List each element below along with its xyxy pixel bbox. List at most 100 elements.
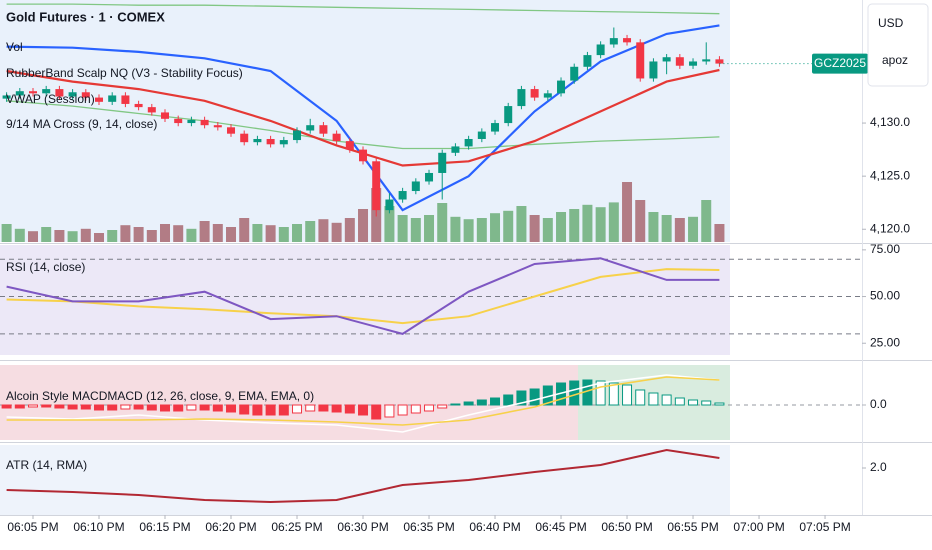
histogram-bar <box>344 404 355 414</box>
indicator-line <box>6 448 720 504</box>
volume-bar <box>410 218 421 242</box>
candle-body <box>715 59 724 64</box>
candle-body <box>609 38 618 45</box>
histogram-bar <box>595 380 606 406</box>
candle-body <box>227 127 236 134</box>
indicator-label[interactable]: Alcoin Style MACDMACD (12, 26, close, 9,… <box>6 389 314 403</box>
candle-body <box>345 141 354 150</box>
indicator-line <box>6 68 720 167</box>
histogram-bar <box>410 404 421 414</box>
histogram-bar <box>714 402 725 406</box>
volume-bar <box>397 215 408 242</box>
candle-body <box>55 89 64 97</box>
x-tick-label: 06:50 PM <box>601 520 652 534</box>
indicator-label[interactable]: RSI (14, close) <box>6 260 85 274</box>
candle-body <box>662 57 671 62</box>
volume-bar <box>463 219 474 242</box>
candle-body <box>81 92 90 98</box>
histogram-bar <box>107 404 118 411</box>
candle-body <box>266 138 275 145</box>
candle-body <box>187 119 196 124</box>
indicator-label[interactable]: VWAP (Session) <box>6 92 95 106</box>
candle-body <box>477 131 486 139</box>
histogram-bar <box>186 404 197 411</box>
candle-body <box>596 44 605 56</box>
indicator-label[interactable]: Vol <box>6 40 23 54</box>
histogram-bar <box>292 404 303 414</box>
labels: Gold Futures · 1 · COMEX Vol RubberBand … <box>6 9 314 472</box>
histogram-bar <box>41 404 52 408</box>
volume-bar <box>252 224 263 242</box>
volume-bar <box>648 212 659 242</box>
volume-bar <box>305 221 316 242</box>
histogram-bar <box>622 384 633 406</box>
histogram-bar <box>14 404 25 409</box>
indicator-label[interactable]: 9/14 MA Cross (9, 14, close) <box>6 117 157 131</box>
histogram-bar <box>252 404 263 416</box>
candle-body <box>200 119 209 126</box>
candle-body <box>253 138 262 143</box>
volume-bar <box>569 209 580 242</box>
candle-body <box>319 125 328 134</box>
y-tick-label: 4,120.0 <box>870 221 910 235</box>
volume-bar <box>54 230 65 242</box>
indicator-line <box>6 374 720 433</box>
volume-bar <box>212 224 223 242</box>
histogram-bar <box>318 404 329 412</box>
candle-body <box>649 61 658 79</box>
user-label[interactable]: apoz <box>882 53 908 67</box>
volume-bar <box>529 215 540 242</box>
candle-body <box>279 140 288 145</box>
volume-bar <box>80 228 91 242</box>
candle-body <box>451 146 460 153</box>
volume-bar <box>14 228 25 242</box>
volume-bar <box>28 231 39 242</box>
candle-body <box>306 125 315 131</box>
candle-body <box>293 130 302 141</box>
histogram-bar <box>80 404 91 410</box>
volume-bar <box>424 215 435 242</box>
volume-bar <box>714 224 725 242</box>
volume-bar <box>450 216 461 242</box>
candle-body <box>689 61 698 66</box>
y-tick-label: 4,130.0 <box>870 115 910 129</box>
y-tick-label: 2.0 <box>870 460 887 474</box>
x-tick-label: 06:05 PM <box>7 520 58 534</box>
volume-bar <box>292 224 303 242</box>
histogram-bar <box>133 404 144 410</box>
volume-bar <box>331 222 342 242</box>
histogram-bar <box>450 403 461 406</box>
indicator-label[interactable]: ATR (14, RMA) <box>6 458 87 472</box>
candle-body <box>213 125 222 128</box>
candle-body <box>29 91 38 94</box>
histogram-bar <box>529 388 540 406</box>
histogram-bar <box>424 404 435 412</box>
indicator-line <box>6 24 720 212</box>
candle-body <box>68 92 77 97</box>
volume-bar <box>674 218 685 242</box>
histogram-bar <box>463 401 474 406</box>
candle-body <box>359 149 368 162</box>
candle-body <box>583 55 592 67</box>
histogram-bar <box>437 404 448 409</box>
x-tick-label: 06:35 PM <box>403 520 454 534</box>
indicator-line <box>6 257 720 335</box>
candle-body <box>504 106 513 124</box>
candle-body <box>557 80 566 94</box>
y-tick-label: 75.00 <box>870 242 900 256</box>
histogram-bar <box>265 404 276 416</box>
candle-body <box>491 123 500 132</box>
candle-body <box>438 152 447 173</box>
histogram-bar <box>94 404 105 411</box>
candle-body <box>174 118 183 124</box>
indicator-label[interactable]: RubberBand Scalp NQ (V3 - Stability Focu… <box>6 66 243 80</box>
currency-label[interactable]: USD <box>878 16 904 30</box>
candle-body <box>570 66 579 81</box>
volume-bar <box>635 200 646 242</box>
volume-bar <box>503 210 514 242</box>
price-tag-box <box>812 53 868 74</box>
histogram-bar <box>331 404 342 413</box>
x-tick-label: 07:05 PM <box>799 520 850 534</box>
rsi-background <box>0 245 730 355</box>
histogram-bar <box>397 404 408 416</box>
